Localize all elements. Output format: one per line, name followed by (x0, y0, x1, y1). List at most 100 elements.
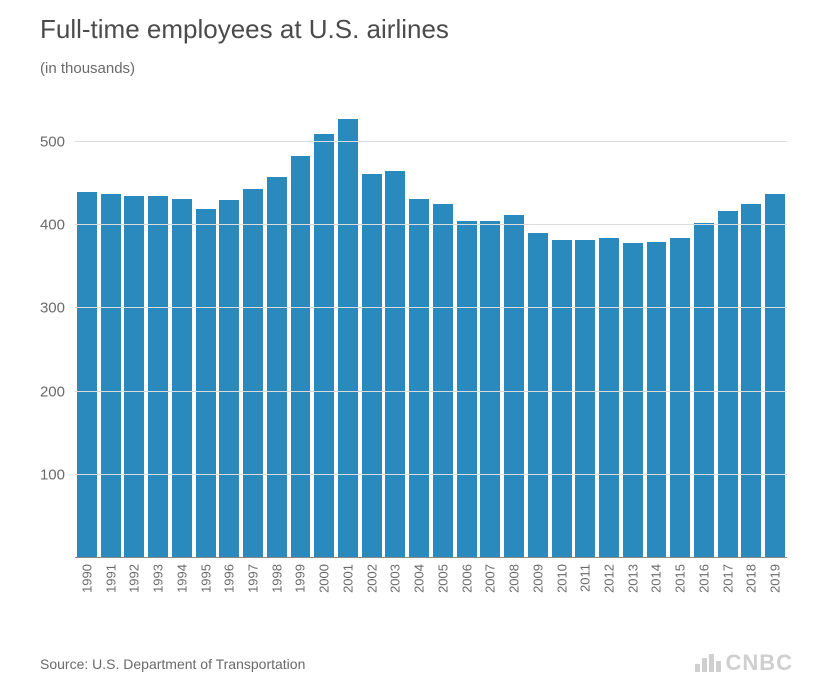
bar-slot: 2016 (692, 92, 716, 558)
bar-slot: 2005 (431, 92, 455, 558)
bar-slot: 2014 (645, 92, 669, 558)
bar-slot: 1994 (170, 92, 194, 558)
bar-slot: 1996 (217, 92, 241, 558)
plot-area: 1990199119921993199419951996199719981999… (75, 92, 787, 558)
bar (599, 238, 619, 558)
x-tick-label: 2008 (507, 564, 522, 593)
bar (124, 196, 144, 558)
x-tick-label: 2005 (435, 564, 450, 593)
y-tick-label: 200 (40, 383, 65, 400)
bar-slot: 2001 (336, 92, 360, 558)
x-tick-label: 1995 (198, 564, 213, 593)
bar-slot: 2009 (526, 92, 550, 558)
y-tick-label: 500 (40, 133, 65, 150)
gridline (75, 224, 787, 225)
bar (77, 192, 97, 558)
y-tick-label: 100 (40, 466, 65, 483)
bar (291, 156, 311, 558)
x-tick-label: 2007 (483, 564, 498, 593)
y-tick-label: 400 (40, 217, 65, 234)
x-tick-label: 2019 (768, 564, 783, 593)
x-tick-label: 1997 (246, 564, 261, 593)
bar-slot: 1997 (241, 92, 265, 558)
cnbc-logo-icon (695, 654, 721, 672)
bar-slot: 1993 (146, 92, 170, 558)
bar-slot: 1992 (122, 92, 146, 558)
bar-slot: 1999 (289, 92, 313, 558)
x-tick-label: 2002 (364, 564, 379, 593)
bar (741, 204, 761, 558)
bar-slot: 2011 (573, 92, 597, 558)
source-text: Source: U.S. Department of Transportatio… (40, 656, 305, 672)
bar-slot: 2002 (360, 92, 384, 558)
bar (670, 238, 690, 558)
bar (623, 243, 643, 558)
bar (647, 242, 667, 558)
x-tick-label: 2003 (388, 564, 403, 593)
x-tick-label: 2001 (340, 564, 355, 593)
x-tick-label: 2000 (317, 564, 332, 593)
chart-subtitle: (in thousands) (40, 60, 135, 77)
x-tick-label: 1993 (151, 564, 166, 593)
bar (718, 211, 738, 558)
cnbc-logo: CNBC (695, 650, 793, 676)
cnbc-logo-text: CNBC (725, 650, 793, 676)
bar-slot: 2004 (407, 92, 431, 558)
bar (196, 209, 216, 559)
x-tick-label: 1990 (79, 564, 94, 593)
bar (385, 171, 405, 558)
x-tick-label: 1999 (293, 564, 308, 593)
x-tick-label: 1991 (103, 564, 118, 593)
bar-slot: 2013 (621, 92, 645, 558)
bar (552, 240, 572, 558)
bar (338, 119, 358, 558)
gridline (75, 141, 787, 142)
x-tick-label: 2015 (673, 564, 688, 593)
bar-slot: 2018 (740, 92, 764, 558)
x-tick-label: 1992 (127, 564, 142, 593)
bar (433, 204, 453, 558)
bar-slot: 2000 (312, 92, 336, 558)
bar-slot: 2007 (478, 92, 502, 558)
chart-title: Full-time employees at U.S. airlines (40, 14, 449, 45)
x-axis-line (75, 557, 787, 558)
bar (528, 233, 548, 558)
bar-slot: 1991 (99, 92, 123, 558)
x-tick-label: 2011 (578, 564, 593, 592)
bar (101, 194, 121, 558)
x-tick-label: 2004 (412, 564, 427, 593)
bar (148, 196, 168, 558)
x-tick-label: 1998 (269, 564, 284, 593)
x-tick-label: 2010 (554, 564, 569, 593)
bar-slot: 2003 (384, 92, 408, 558)
bar (219, 200, 239, 558)
bar (457, 221, 477, 558)
x-tick-label: 2009 (530, 564, 545, 593)
bar (504, 215, 524, 558)
bar-slot: 2017 (716, 92, 740, 558)
bar-slot: 2006 (455, 92, 479, 558)
chart-container: Full-time employees at U.S. airlines (in… (0, 0, 825, 694)
bar (172, 199, 192, 558)
bar (243, 189, 263, 558)
bar (480, 221, 500, 558)
bar-slot: 1998 (265, 92, 289, 558)
x-tick-label: 2018 (744, 564, 759, 593)
bar (765, 194, 785, 558)
x-tick-label: 1994 (174, 564, 189, 593)
bar (575, 240, 595, 558)
bar-slot: 2019 (763, 92, 787, 558)
bar-slot: 2015 (668, 92, 692, 558)
bar (362, 174, 382, 558)
bar-slot: 1990 (75, 92, 99, 558)
y-tick-label: 300 (40, 300, 65, 317)
gridline (75, 307, 787, 308)
bar-slot: 2008 (502, 92, 526, 558)
bar (267, 177, 287, 558)
x-tick-label: 2017 (720, 564, 735, 593)
gridline (75, 474, 787, 475)
x-tick-label: 2016 (696, 564, 711, 593)
bar-slot: 2010 (550, 92, 574, 558)
x-tick-label: 2013 (625, 564, 640, 593)
bar (314, 134, 334, 558)
